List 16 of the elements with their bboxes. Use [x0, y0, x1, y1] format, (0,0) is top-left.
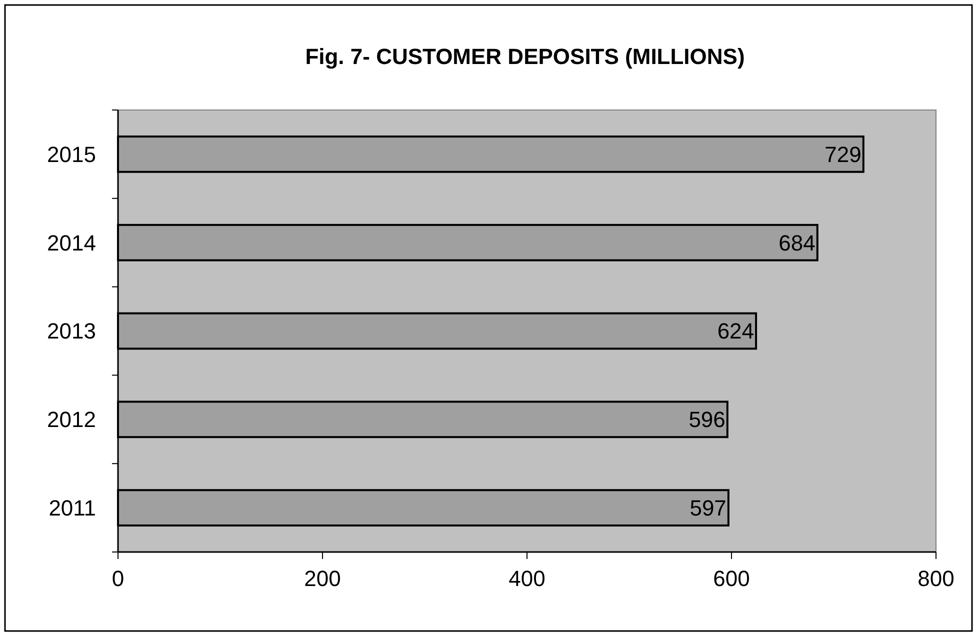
y-tick-label: 2011	[48, 496, 96, 520]
y-tick-label: 2014	[47, 230, 96, 256]
y-tick-label: 2013	[47, 318, 96, 344]
x-tick-label: 200	[304, 566, 341, 591]
x-tick-label: 0	[112, 566, 124, 591]
data-label: 684	[778, 230, 816, 256]
chart-title: Fig. 7- CUSTOMER DEPOSITS (MILLIONS)	[305, 44, 745, 69]
x-tick-label: 600	[713, 566, 750, 591]
y-tick-label: 2015	[47, 142, 96, 167]
data-label: 597	[690, 496, 726, 520]
x-tick-label: 400	[508, 566, 546, 591]
data-label: 729	[824, 142, 862, 167]
x-tick-label: 800	[918, 566, 954, 591]
data-label: 624	[717, 318, 754, 344]
y-tick-label: 2012	[47, 407, 96, 432]
data-label: 596	[688, 407, 726, 432]
